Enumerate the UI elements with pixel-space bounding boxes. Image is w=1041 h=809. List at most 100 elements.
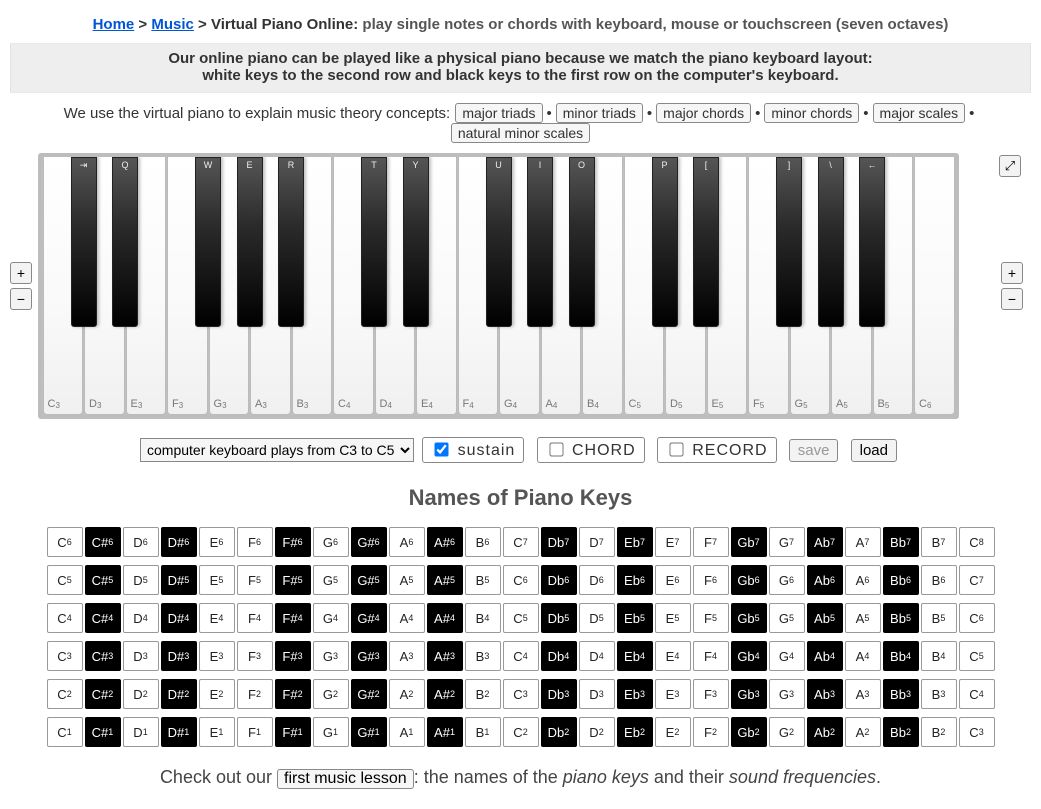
note-B3[interactable]: B3 (465, 641, 501, 671)
note-Bb2[interactable]: Bb2 (883, 717, 919, 747)
concept-major-chords[interactable]: major chords (656, 103, 751, 123)
note-D5[interactable]: D5 (579, 603, 615, 633)
note-E2[interactable]: E2 (655, 717, 691, 747)
note-E1[interactable]: E1 (199, 717, 235, 747)
note-G4[interactable]: G4 (313, 603, 349, 633)
note-Bb7[interactable]: Bb7 (883, 527, 919, 557)
note-F3[interactable]: F3 (693, 679, 729, 709)
note-D6[interactable]: D6 (579, 565, 615, 595)
note-F1[interactable]: F1 (237, 717, 273, 747)
note-A5[interactable]: A5 (845, 603, 881, 633)
note-D1[interactable]: D1 (123, 717, 159, 747)
black-key-after-3[interactable]: W (195, 157, 221, 327)
note-F4[interactable]: F4 (693, 641, 729, 671)
note-E4[interactable]: E4 (199, 603, 235, 633)
note-B4[interactable]: B4 (465, 603, 501, 633)
note-B4[interactable]: B4 (921, 641, 957, 671)
note-Gb2[interactable]: Gb2 (731, 717, 767, 747)
note-D2[interactable]: D2 (579, 717, 615, 747)
note-Fsharp4[interactable]: F#4 (275, 603, 311, 633)
note-Dsharp1[interactable]: D#1 (161, 717, 197, 747)
note-A6[interactable]: A6 (845, 565, 881, 595)
concept-major-triads[interactable]: major triads (455, 103, 542, 123)
black-key-after-4[interactable]: E (237, 157, 263, 327)
note-Fsharp5[interactable]: F#5 (275, 565, 311, 595)
note-Eb6[interactable]: Eb6 (617, 565, 653, 595)
breadcrumb-music[interactable]: Music (151, 16, 194, 33)
note-C3[interactable]: C3 (959, 717, 995, 747)
note-Gsharp6[interactable]: G#6 (351, 527, 387, 557)
note-Fsharp1[interactable]: F#1 (275, 717, 311, 747)
black-key-after-8[interactable]: Y (403, 157, 429, 327)
note-Eb3[interactable]: Eb3 (617, 679, 653, 709)
note-Ab6[interactable]: Ab6 (807, 565, 843, 595)
note-Fsharp3[interactable]: F#3 (275, 641, 311, 671)
note-E4[interactable]: E4 (655, 641, 691, 671)
note-C5[interactable]: C5 (47, 565, 83, 595)
chord-checkbox[interactable] (549, 442, 563, 456)
note-C3[interactable]: C3 (47, 641, 83, 671)
note-C1[interactable]: C1 (47, 717, 83, 747)
note-D2[interactable]: D2 (123, 679, 159, 709)
note-Ab2[interactable]: Ab2 (807, 717, 843, 747)
note-Asharp6[interactable]: A#6 (427, 527, 463, 557)
note-C2[interactable]: C2 (503, 717, 539, 747)
note-Gb6[interactable]: Gb6 (731, 565, 767, 595)
note-G6[interactable]: G6 (313, 527, 349, 557)
note-Ab4[interactable]: Ab4 (807, 641, 843, 671)
note-D3[interactable]: D3 (579, 679, 615, 709)
note-Ab5[interactable]: Ab5 (807, 603, 843, 633)
black-key-after-1[interactable]: Q (112, 157, 138, 327)
note-Ab3[interactable]: Ab3 (807, 679, 843, 709)
note-B5[interactable]: B5 (465, 565, 501, 595)
note-Gb4[interactable]: Gb4 (731, 641, 767, 671)
note-Asharp3[interactable]: A#3 (427, 641, 463, 671)
note-C5[interactable]: C5 (503, 603, 539, 633)
breadcrumb-home[interactable]: Home (93, 16, 135, 33)
note-F5[interactable]: F5 (693, 603, 729, 633)
note-Gsharp5[interactable]: G#5 (351, 565, 387, 595)
black-key-after-18[interactable]: \ (818, 157, 844, 327)
note-E6[interactable]: E6 (199, 527, 235, 557)
octave-range-select[interactable]: computer keyboard plays from C3 to C5 (140, 438, 414, 462)
first-lesson-button[interactable]: first music lesson (277, 769, 414, 789)
note-Gsharp4[interactable]: G#4 (351, 603, 387, 633)
black-key-after-7[interactable]: T (361, 157, 387, 327)
black-key-after-0[interactable]: ⇥ (71, 157, 97, 327)
note-Eb4[interactable]: Eb4 (617, 641, 653, 671)
note-G2[interactable]: G2 (313, 679, 349, 709)
note-A4[interactable]: A4 (845, 641, 881, 671)
note-Eb7[interactable]: Eb7 (617, 527, 653, 557)
note-Csharp3[interactable]: C#3 (85, 641, 121, 671)
white-key-C6[interactable]: C6 (914, 157, 955, 415)
black-key-after-5[interactable]: R (278, 157, 304, 327)
note-C4[interactable]: C4 (503, 641, 539, 671)
note-C4[interactable]: C4 (959, 679, 995, 709)
note-F2[interactable]: F2 (693, 717, 729, 747)
note-Csharp2[interactable]: C#2 (85, 679, 121, 709)
note-F3[interactable]: F3 (237, 641, 273, 671)
note-F5[interactable]: F5 (237, 565, 273, 595)
black-key-after-14[interactable]: P (652, 157, 678, 327)
note-F6[interactable]: F6 (693, 565, 729, 595)
note-Dsharp5[interactable]: D#5 (161, 565, 197, 595)
note-C7[interactable]: C7 (959, 565, 995, 595)
note-B7[interactable]: B7 (921, 527, 957, 557)
note-G2[interactable]: G2 (769, 717, 805, 747)
note-Dsharp2[interactable]: D#2 (161, 679, 197, 709)
note-Gsharp2[interactable]: G#2 (351, 679, 387, 709)
note-A4[interactable]: A4 (389, 603, 425, 633)
note-E3[interactable]: E3 (655, 679, 691, 709)
note-Gb7[interactable]: Gb7 (731, 527, 767, 557)
note-G3[interactable]: G3 (769, 679, 805, 709)
note-Gb3[interactable]: Gb3 (731, 679, 767, 709)
record-toggle[interactable]: RECORD (657, 437, 777, 463)
note-A2[interactable]: A2 (845, 717, 881, 747)
note-G5[interactable]: G5 (313, 565, 349, 595)
note-Gsharp1[interactable]: G#1 (351, 717, 387, 747)
black-key-after-17[interactable]: ] (776, 157, 802, 327)
note-C6[interactable]: C6 (47, 527, 83, 557)
note-B2[interactable]: B2 (921, 717, 957, 747)
load-button[interactable]: load (851, 439, 897, 462)
note-Csharp5[interactable]: C#5 (85, 565, 121, 595)
